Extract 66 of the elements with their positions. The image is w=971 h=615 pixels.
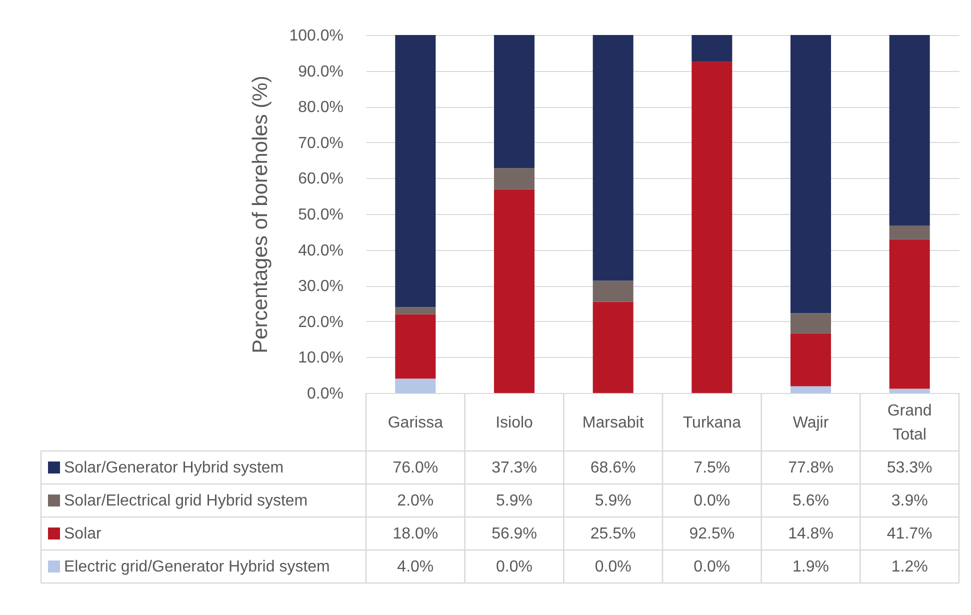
bar: [494, 168, 535, 190]
y-tick-label: 80.0%: [298, 99, 344, 116]
y-tick-label: 20.0%: [298, 314, 344, 331]
bar: [692, 35, 732, 62]
bar: [592, 35, 634, 281]
data-label: 41.7%: [886, 526, 932, 542]
y-tick-label: 50.0%: [298, 206, 344, 224]
bar: [790, 313, 832, 334]
y-axis-title: Percentages of boreholes (%): [249, 76, 272, 354]
y-tick-label: 40.0%: [298, 242, 344, 260]
data-label: 1.9%: [792, 558, 829, 576]
y-tick-label: 90.0%: [298, 63, 344, 80]
data-label: 53.3%: [886, 460, 932, 476]
data-label: 76.0%: [392, 460, 438, 476]
data-label: 5.9%: [496, 492, 532, 510]
y-tick-label: 100.0%: [289, 28, 344, 44]
data-label: 14.8%: [788, 526, 834, 542]
bar: [592, 280, 634, 302]
y-tick-label: 70.0%: [298, 134, 344, 152]
data-label: 25.5%: [590, 526, 636, 542]
bar: [692, 62, 732, 393]
data-label: 1.2%: [891, 558, 928, 576]
data-label: 18.0%: [392, 526, 438, 542]
bar: [494, 35, 535, 168]
data-label: 2.0%: [397, 492, 434, 510]
data-label: 3.9%: [891, 492, 928, 510]
x-tick-label: Grand Total: [887, 402, 932, 444]
data-label: 0.0%: [694, 492, 730, 510]
bar: [395, 307, 436, 314]
data-label: 37.3%: [492, 460, 537, 476]
bar: [790, 333, 832, 386]
bar: [889, 35, 930, 226]
data-label: 5.6%: [792, 492, 829, 510]
legend-label: Electric grid/Generator Hybrid system: [64, 558, 330, 576]
bar: [889, 239, 930, 389]
y-tick-label: 10.0%: [298, 350, 344, 367]
y-tick-label: 30.0%: [298, 278, 344, 296]
data-label: 5.9%: [594, 492, 632, 510]
legend-label: Solar: [64, 526, 102, 542]
data-label: 4.0%: [397, 558, 434, 576]
data-label: 0.0%: [694, 558, 730, 576]
bar: [395, 35, 436, 308]
legend-label: Solar/Generator Hybrid system: [64, 460, 284, 476]
x-tick-label: Garissa: [388, 414, 444, 432]
bar: [592, 302, 634, 393]
x-tick-label: Marsabit: [582, 414, 644, 432]
bar: [395, 378, 436, 393]
x-tick-label: Isiolo: [496, 414, 534, 432]
data-label: 7.5%: [694, 460, 730, 476]
x-tick-label: Wajir: [792, 414, 830, 432]
bar: [889, 225, 930, 240]
data-label: 92.5%: [689, 526, 735, 542]
bar: [395, 314, 436, 379]
bar: [790, 35, 832, 314]
x-tick-label: Turkana: [682, 414, 742, 432]
bar: [889, 388, 930, 393]
bar: [790, 386, 832, 393]
data-label: 56.9%: [492, 526, 537, 542]
data-label: 68.6%: [590, 460, 636, 476]
data-label: 0.0%: [594, 558, 632, 576]
data-label: 77.8%: [788, 460, 834, 476]
bar: [494, 189, 535, 393]
y-tick-label: 0.0%: [307, 386, 344, 402]
legend-label: Solar/Electrical grid Hybrid system: [64, 492, 308, 510]
data-label: 0.0%: [496, 558, 532, 576]
y-tick-label: 60.0%: [298, 170, 344, 188]
